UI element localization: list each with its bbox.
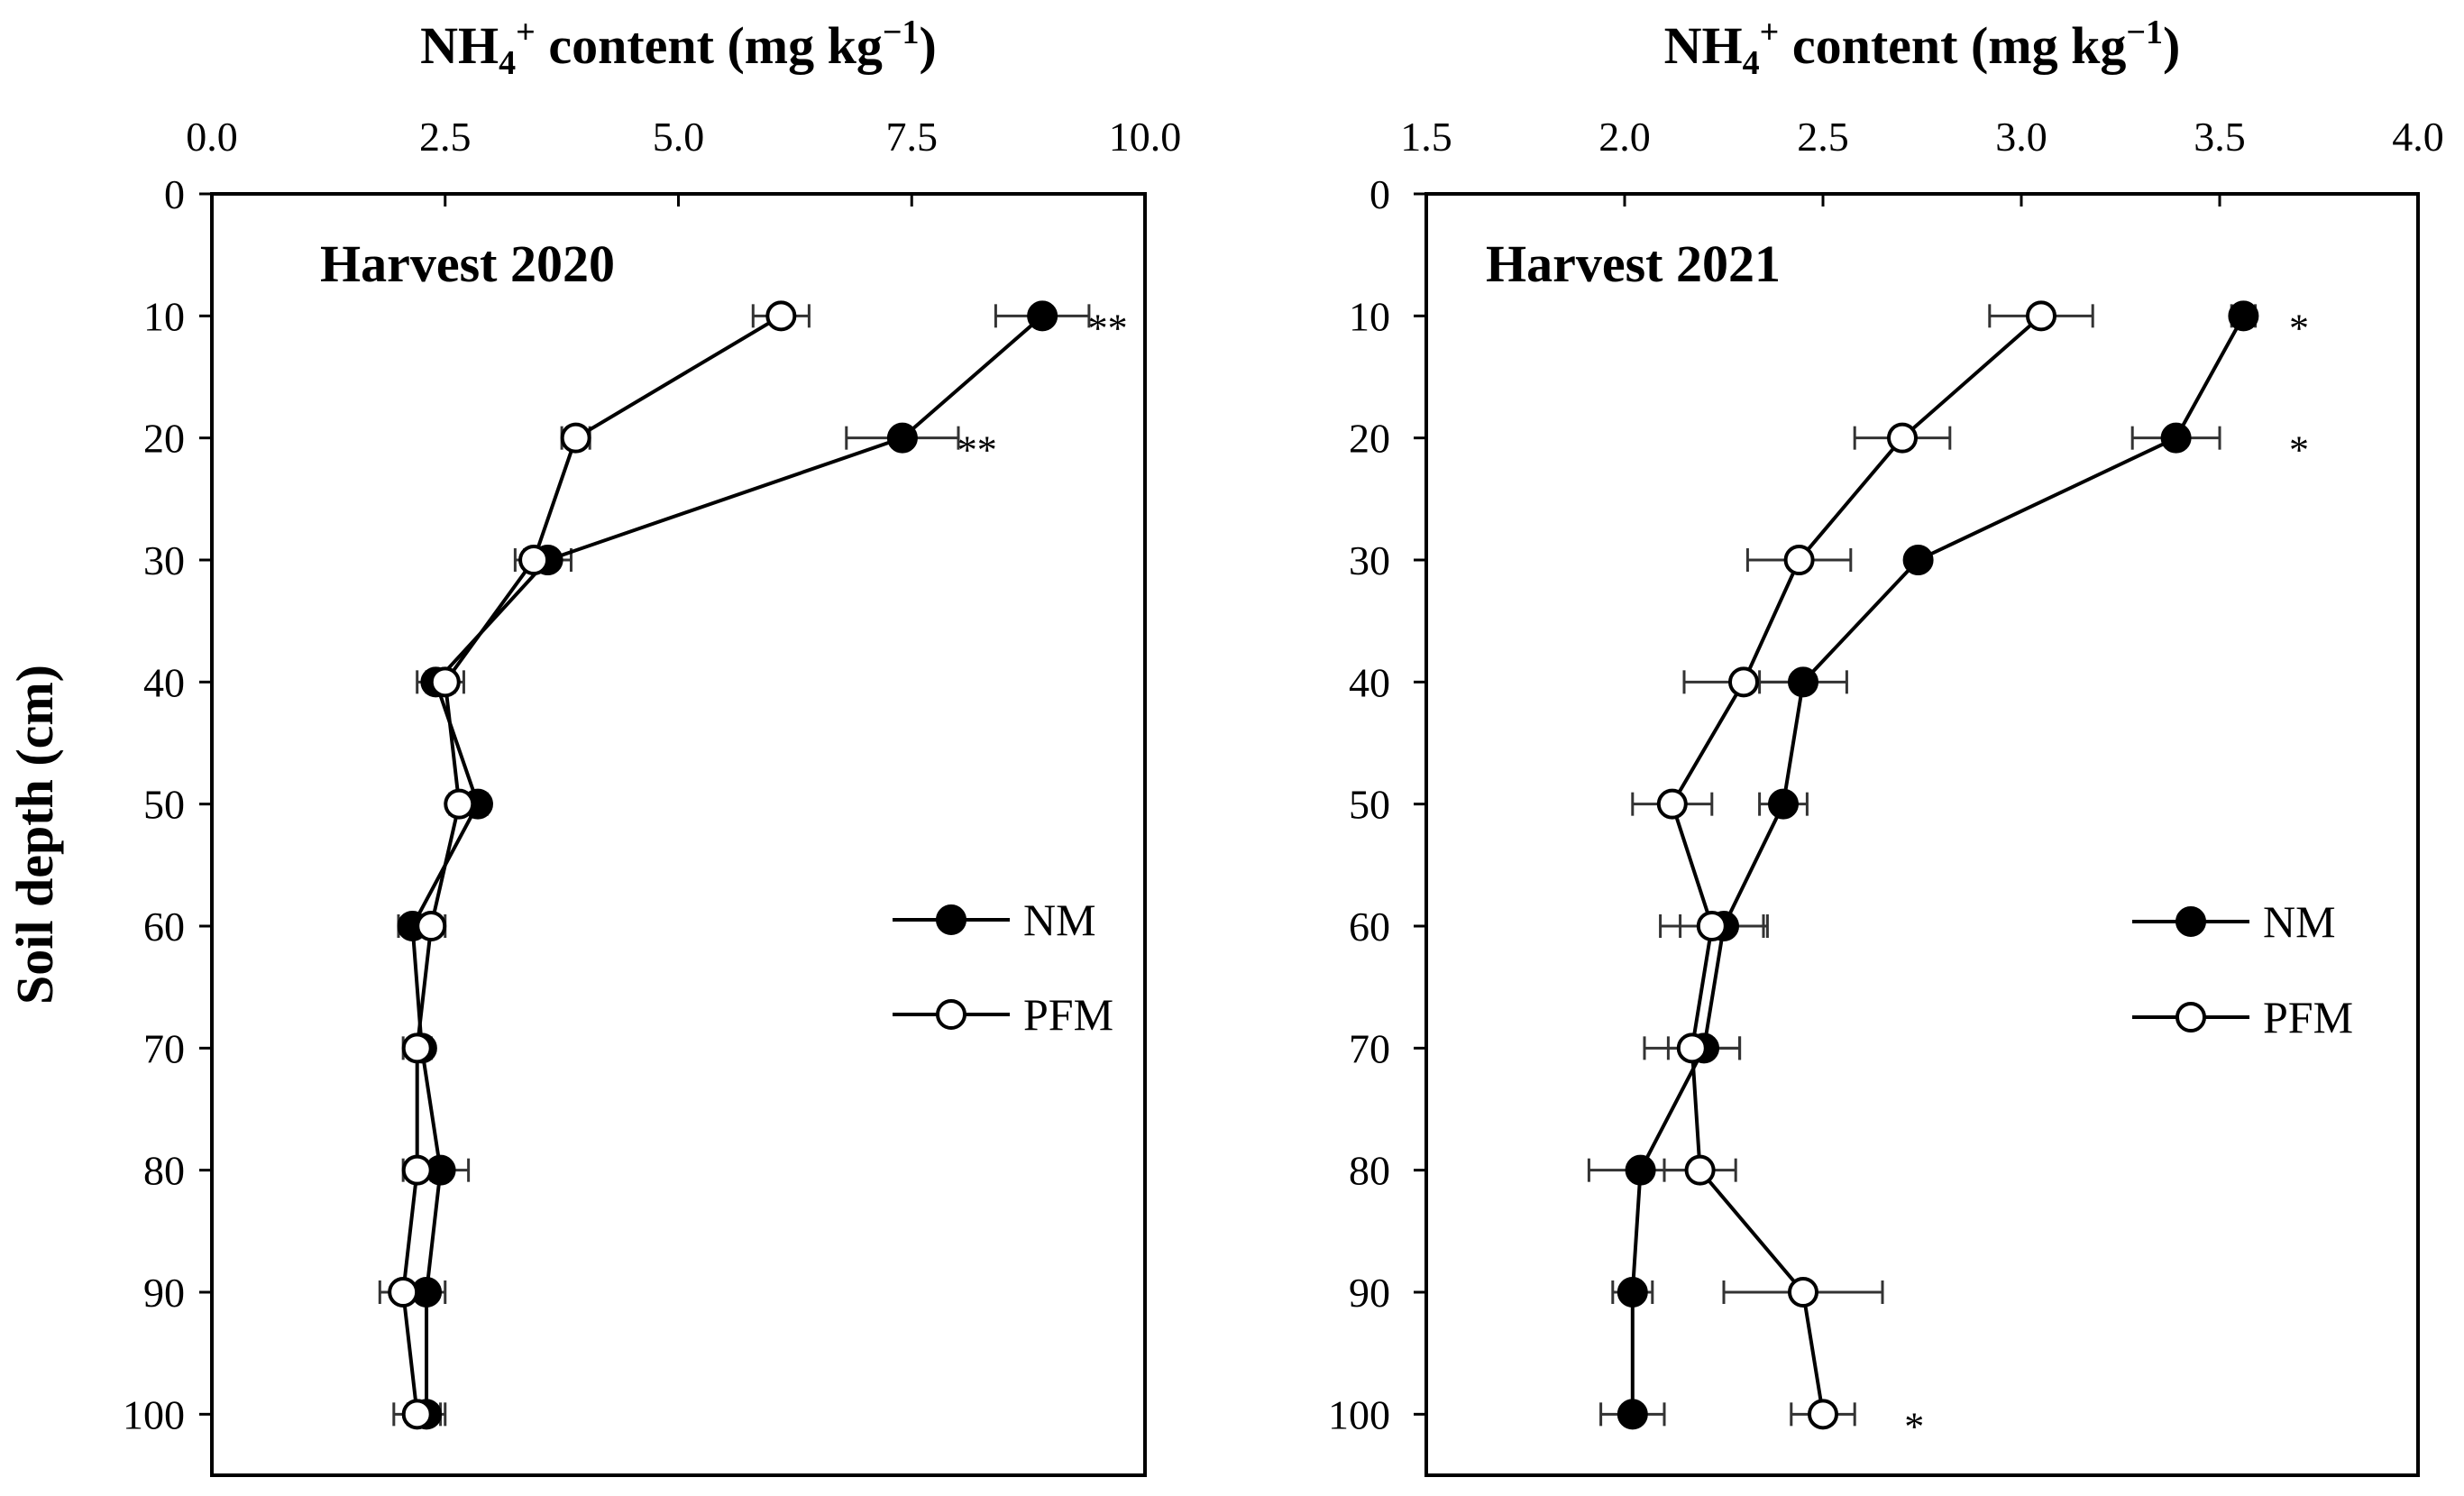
data-point bbox=[1617, 1399, 1648, 1430]
y-tick-label: 10 bbox=[143, 293, 185, 339]
x-tick-label: 5.0 bbox=[653, 114, 705, 160]
y-tick-label: 90 bbox=[143, 1270, 185, 1316]
x-tick-label: 0.0 bbox=[186, 114, 238, 160]
markers-pfm bbox=[1656, 300, 2056, 1430]
x-tick-label: 4.0 bbox=[2392, 114, 2444, 160]
data-point bbox=[1808, 1399, 1838, 1430]
data-point bbox=[1728, 666, 1759, 698]
data-point bbox=[429, 666, 461, 698]
series-line bbox=[401, 314, 783, 1415]
y-tick-label: 90 bbox=[1349, 1270, 1390, 1316]
series-line bbox=[1630, 315, 2246, 1415]
legend-label: NM bbox=[1023, 895, 1096, 945]
legend-marker bbox=[2175, 1002, 2206, 1033]
data-point bbox=[1027, 300, 1058, 332]
chart-panel-2: 1.5 2.0 2.5 3.0 3.5 4.0 0 10 20 30 40 50 60 70 80 90 100… bbox=[1328, 14, 2444, 1477]
data-point bbox=[1887, 422, 1918, 454]
data-point bbox=[416, 911, 447, 941]
data-point bbox=[1625, 1154, 1656, 1186]
y-tick-label: 30 bbox=[1349, 537, 1390, 583]
y-tick-label: 60 bbox=[1349, 904, 1390, 950]
plot-frame bbox=[1424, 192, 2420, 1477]
y-tick-label: 70 bbox=[143, 1025, 185, 1071]
data-point bbox=[765, 300, 797, 332]
legend-label: NM bbox=[2263, 896, 2336, 947]
data-point bbox=[401, 1399, 433, 1430]
y-tick-label: 50 bbox=[1349, 782, 1390, 828]
series-line bbox=[410, 314, 1044, 1415]
y-tick-label: 60 bbox=[143, 904, 185, 950]
y-tick-label: 0 bbox=[1369, 171, 1390, 217]
legend: NM PFM bbox=[893, 895, 1113, 1040]
series-pfm bbox=[1631, 304, 2094, 1427]
data-point bbox=[2160, 422, 2192, 454]
series-nm bbox=[397, 304, 1091, 1427]
data-point bbox=[401, 1033, 433, 1064]
x-tick-label: 3.5 bbox=[2194, 114, 2246, 160]
legend-marker bbox=[936, 999, 966, 1030]
data-point bbox=[1656, 788, 1688, 820]
data-point bbox=[2026, 300, 2056, 332]
x-tick-label: 10.0 bbox=[1109, 114, 1182, 160]
data-point bbox=[1617, 1277, 1648, 1308]
data-point bbox=[1788, 666, 1818, 698]
plot-frame bbox=[210, 192, 1147, 1477]
data-point bbox=[886, 422, 918, 454]
x-tick-label: 7.5 bbox=[886, 114, 939, 160]
y-axis-title: Soil depth (cm) bbox=[5, 665, 64, 1005]
x-tick-label: 3.0 bbox=[1995, 114, 2047, 160]
y-tick-label: 30 bbox=[143, 537, 185, 583]
panel-title: Harvest 2020 bbox=[320, 234, 615, 293]
x-tick-label: 2.5 bbox=[1797, 114, 1849, 160]
data-point bbox=[560, 422, 591, 454]
markers-nm bbox=[1617, 300, 2259, 1430]
legend-marker bbox=[936, 904, 966, 935]
significance-mark: ** bbox=[957, 428, 997, 473]
data-point bbox=[1902, 545, 1934, 575]
y-tick-label: 20 bbox=[143, 416, 185, 462]
y-tick-label: 40 bbox=[143, 659, 185, 705]
data-point bbox=[1696, 911, 1727, 941]
x-axis-title: NH4+ content (mg kg−1) bbox=[420, 14, 937, 82]
data-point bbox=[388, 1277, 419, 1308]
y-tick-label: 10 bbox=[1349, 293, 1390, 339]
significance-mark: * bbox=[2289, 428, 2309, 473]
y-tick-label: 20 bbox=[1349, 416, 1390, 462]
legend-marker bbox=[2175, 906, 2206, 937]
data-point bbox=[444, 788, 475, 820]
legend-label: PFM bbox=[1023, 989, 1113, 1040]
y-tick-label: 0 bbox=[164, 171, 185, 217]
y-tick-label: 80 bbox=[1349, 1148, 1390, 1194]
legend-label: PFM bbox=[2263, 992, 2353, 1042]
y-tick-label: 100 bbox=[123, 1391, 185, 1437]
panel-title: Harvest 2021 bbox=[1486, 234, 1781, 293]
data-point bbox=[1768, 788, 1799, 820]
data-point bbox=[1783, 545, 1815, 575]
legend: NM PFM bbox=[2132, 896, 2353, 1042]
y-tick-label: 80 bbox=[143, 1148, 185, 1194]
chart-panel-1: 0.0 2.5 5.0 7.5 10.0 0 10 20 30 40 50 60 70 80 90 100 NH… bbox=[5, 14, 1182, 1477]
data-point bbox=[1676, 1033, 1708, 1064]
data-point bbox=[2228, 300, 2259, 332]
y-tick-label: 40 bbox=[1349, 659, 1390, 705]
significance-mark: ** bbox=[1088, 306, 1128, 350]
y-tick-label: 70 bbox=[1349, 1025, 1390, 1071]
markers-pfm bbox=[388, 300, 797, 1430]
x-tick-label: 2.5 bbox=[419, 114, 472, 160]
x-axis-title: NH4+ content (mg kg−1) bbox=[1664, 14, 2181, 82]
data-point bbox=[401, 1154, 433, 1186]
significance-mark: * bbox=[2289, 306, 2309, 350]
series-pfm bbox=[378, 304, 811, 1427]
data-point bbox=[1684, 1154, 1716, 1186]
series-line bbox=[1670, 314, 2043, 1415]
x-tick-label: 2.0 bbox=[1598, 114, 1651, 160]
x-tick-label: 1.5 bbox=[1400, 114, 1452, 160]
y-tick-label: 100 bbox=[1328, 1391, 1390, 1437]
y-tick-label: 50 bbox=[143, 782, 185, 828]
significance-mark: * bbox=[1904, 1404, 1924, 1448]
data-point bbox=[1788, 1277, 1818, 1308]
data-point bbox=[518, 545, 550, 575]
series-nm bbox=[1587, 304, 2258, 1427]
